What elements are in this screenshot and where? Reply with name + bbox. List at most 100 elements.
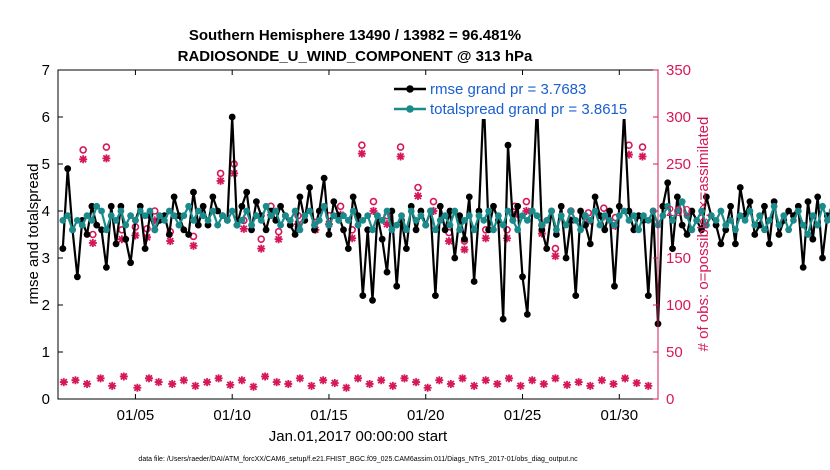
totalspread-point (785, 226, 793, 234)
possible-obs-marker (336, 202, 345, 211)
assimilated-obs-marker-shape (609, 379, 618, 388)
rmse-point (611, 282, 618, 290)
assimilated-obs-marker (621, 374, 630, 383)
totalspread-point (315, 217, 323, 224)
y-right-tick-label: 100 (666, 297, 691, 314)
rmse-point (364, 226, 372, 234)
totalspread-point (388, 226, 396, 234)
assimilated-obs-marker-shape (528, 376, 537, 385)
assimilated-obs-marker (470, 381, 479, 390)
assimilated-obs-marker (516, 381, 525, 390)
rmse-point (127, 259, 134, 267)
assimilated-obs-marker (239, 224, 248, 233)
x-axis-label: Jan.01,2017 00:00:00 start (269, 428, 448, 445)
rmse-point (770, 198, 778, 206)
totalspread-point (480, 217, 488, 224)
totalspread-point (93, 202, 101, 210)
assimilated-obs-marker-shape (307, 381, 316, 390)
assimilated-obs-marker (71, 376, 80, 385)
assimilated-obs-marker-shape (460, 245, 469, 254)
assimilated-obs-marker (216, 176, 225, 185)
rmse-point (190, 188, 197, 196)
rmse-point (180, 226, 188, 234)
rmse-point (659, 202, 667, 210)
assimilated-obs-marker-shape (191, 381, 200, 390)
totalspread-point (243, 207, 251, 215)
rmse-point (165, 231, 173, 238)
rmse-point (523, 311, 531, 318)
assimilated-obs-marker (597, 376, 606, 385)
rmse-point (461, 235, 468, 243)
totalspread-point (809, 212, 817, 220)
rmse-point (819, 254, 826, 262)
rmse-point (504, 141, 512, 149)
rmse-point (102, 264, 110, 271)
totalspread-point (378, 217, 386, 224)
rmse-point (683, 231, 691, 238)
rmse-point (59, 245, 67, 253)
y-right-tick-label: 0 (666, 391, 674, 408)
totalspread-point (170, 212, 178, 220)
assimilated-obs-marker (203, 378, 212, 387)
rmse-point (470, 278, 478, 285)
data-file-footnote: data file: /Users/raeder/DAI/ATM_forcXX/… (138, 456, 578, 463)
totalspread-point (548, 207, 555, 215)
rmse-point (388, 207, 396, 215)
totalspread-point (640, 212, 647, 220)
assimilated-obs-marker-shape (365, 379, 374, 388)
rmse-point (765, 240, 773, 248)
rmse-point (736, 184, 744, 191)
totalspread-point (354, 221, 362, 229)
rmse-point (586, 240, 594, 248)
rmse-point (514, 202, 522, 210)
assimilated-obs-marker (119, 372, 128, 381)
totalspread-point (194, 207, 202, 215)
assimilated-obs-marker-shape (354, 374, 362, 383)
totalspread-point (630, 212, 638, 220)
assimilated-obs-marker (59, 378, 68, 387)
assimilated-obs-marker-shape (150, 216, 159, 225)
totalspread-point (552, 226, 560, 234)
rmse-point (393, 282, 401, 290)
totalspread-point (88, 217, 96, 224)
rmse-point (543, 245, 551, 253)
legend-box (391, 77, 647, 119)
assimilated-obs-marker-shape (539, 379, 548, 388)
totalspread-point (751, 221, 759, 229)
totalspread-point (185, 202, 193, 210)
assimilated-obs-marker (117, 235, 126, 244)
rmse-point (577, 207, 584, 215)
assimilated-obs-marker-shape (257, 244, 266, 253)
assimilated-obs-marker (624, 150, 633, 159)
totalspread-point (286, 217, 294, 224)
totalspread-point (533, 212, 541, 220)
totalspread-point (451, 207, 459, 215)
totalspread-point (635, 226, 643, 234)
rmse-point (170, 193, 178, 201)
totalspread-point (228, 207, 236, 215)
rmse-point (552, 231, 560, 238)
totalspread-point (398, 212, 405, 220)
assimilated-obs-marker (528, 376, 537, 385)
totalspread-point (262, 202, 270, 210)
totalspread-point (702, 221, 710, 229)
rmse-point (93, 221, 101, 229)
assimilated-obs-marker-shape (83, 379, 92, 388)
totalspread-point (209, 207, 217, 215)
rmse-point (456, 212, 464, 220)
totalspread-point (591, 207, 599, 215)
assimilated-obs-marker (179, 376, 188, 385)
assimilated-obs-marker-shape (261, 372, 270, 381)
assimilated-obs-marker (214, 374, 223, 383)
totalspread-point (504, 207, 512, 215)
totalspread-point (698, 207, 705, 215)
y-left-tick-label: 6 (42, 109, 50, 126)
assimilated-obs-marker-shape (493, 379, 502, 388)
rmse-point (698, 226, 705, 234)
assimilated-obs-marker (319, 376, 328, 385)
rmse-point (349, 193, 357, 201)
assimilated-obs-marker-shape (586, 381, 595, 390)
assimilated-obs-marker-shape (414, 191, 422, 200)
y-left-tick-label: 4 (42, 203, 50, 220)
rmse-point (248, 226, 255, 234)
